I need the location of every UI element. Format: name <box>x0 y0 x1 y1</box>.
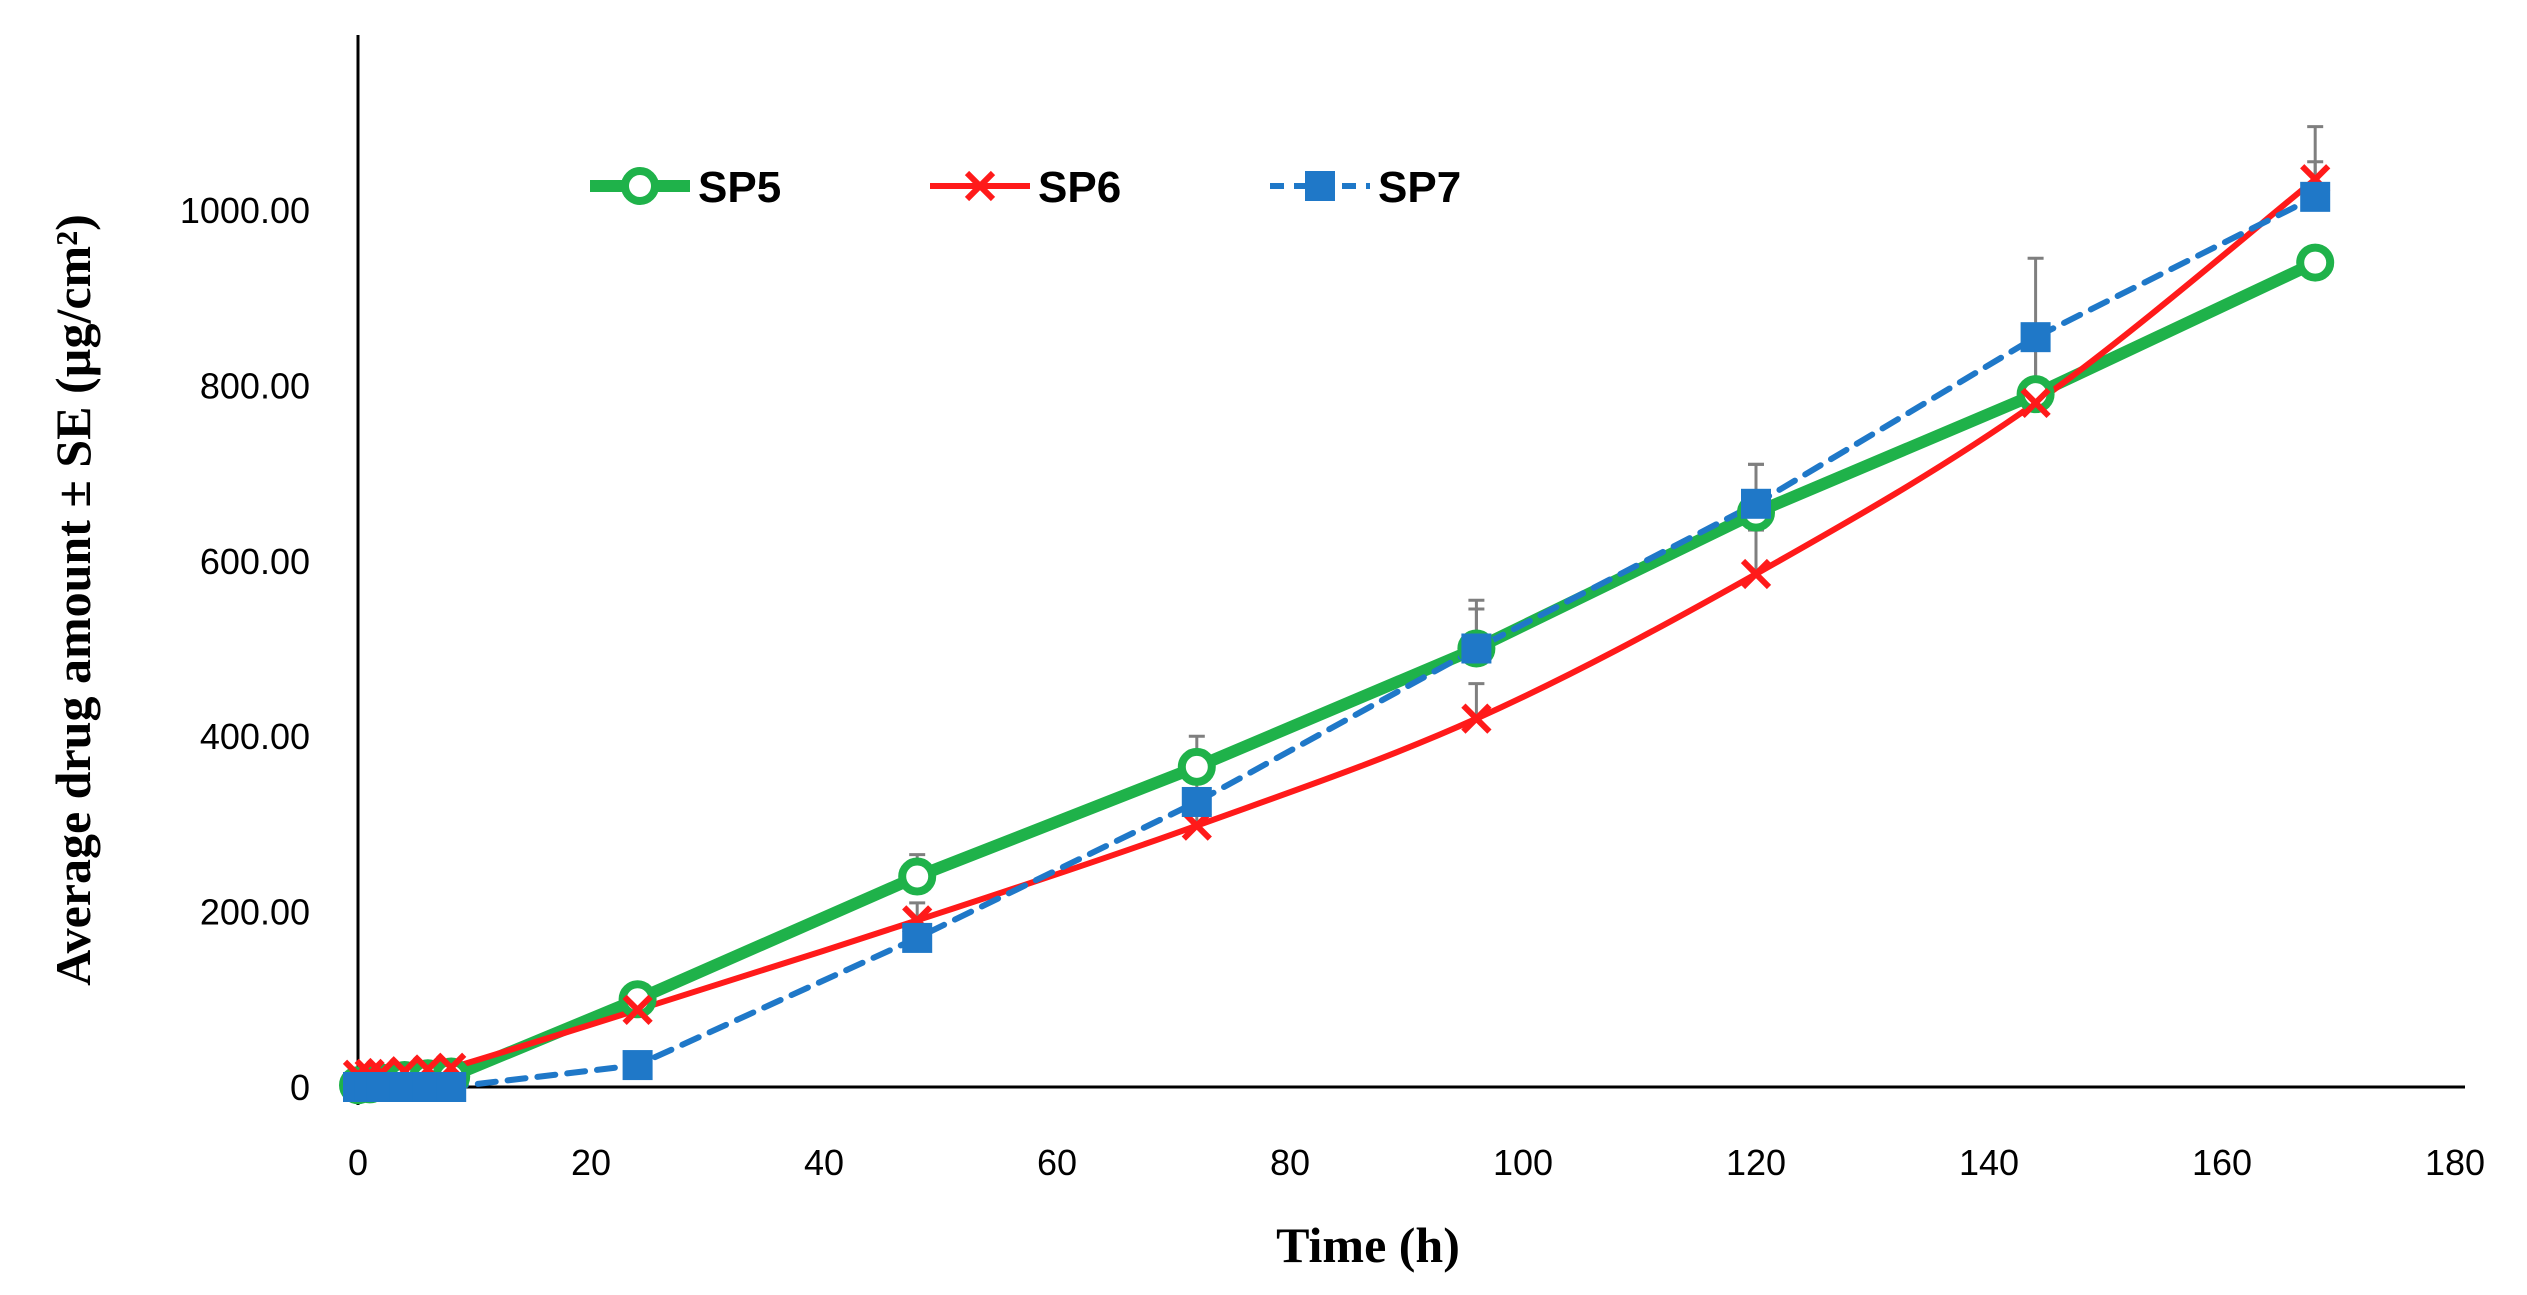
y-tick-label: 800.00 <box>200 365 310 406</box>
x-tick-label: 40 <box>804 1142 844 1183</box>
sp7-marker <box>2300 181 2331 212</box>
error-bars <box>629 125 2324 1066</box>
sp5-marker <box>898 857 937 896</box>
y-tick-label: 400.00 <box>200 716 310 757</box>
y-tick-label: 1000.00 <box>180 190 310 231</box>
series-lines <box>352 176 2322 1092</box>
sp7-marker <box>2020 322 2051 353</box>
sp6-marker <box>1461 703 1492 734</box>
legend-sp5-marker <box>621 167 659 205</box>
x-tick-label: 80 <box>1270 1142 1310 1183</box>
sp7-marker <box>1741 488 1771 519</box>
x-tick-label: 120 <box>1726 1142 1786 1183</box>
sp7-marker <box>436 1072 467 1102</box>
y-tick-label: 200.00 <box>200 892 310 933</box>
x-axis-title: Time (h) <box>1276 1217 1460 1273</box>
x-tick-label: 60 <box>1037 1142 1077 1183</box>
sp7-marker <box>902 922 933 953</box>
legend-sp6-label: SP6 <box>1038 163 1121 212</box>
sp7-marker <box>622 1050 653 1081</box>
x-tick-label: 180 <box>2425 1142 2485 1183</box>
x-tick-label: 0 <box>348 1142 368 1183</box>
series-markers <box>339 164 2335 1105</box>
legend-sp7-label: SP7 <box>1378 163 1461 212</box>
x-axis-ticks: 0 20 40 60 80 100 120 140 160 180 <box>348 1142 2485 1183</box>
sp7-marker <box>1181 786 1212 817</box>
sp6-line <box>355 176 2319 1078</box>
sp6-marker <box>2020 387 2051 419</box>
legend-sp6-marker <box>964 170 996 202</box>
sp6-marker <box>1740 558 1772 590</box>
sp6-marker <box>622 994 653 1025</box>
x-tick-label: 160 <box>2192 1142 2252 1183</box>
y-axis-ticks: 0 200.00 400.00 600.00 800.00 1000.00 <box>180 190 310 1108</box>
x-tick-label: 140 <box>1959 1142 2019 1183</box>
legend: SP5 SP6 SP7 <box>590 163 1461 212</box>
y-axis-title: Average drug amount ± SE (µg/cm²) <box>45 214 101 986</box>
legend-sp7-marker <box>1305 171 1335 201</box>
y-tick-label: 600.00 <box>200 541 310 582</box>
legend-sp5-label: SP5 <box>698 163 781 212</box>
x-tick-label: 100 <box>1493 1142 1553 1183</box>
x-tick-label: 20 <box>571 1142 611 1183</box>
sp5-marker <box>1177 747 1216 786</box>
sp5-marker <box>2296 243 2335 282</box>
sp5-marker <box>2016 375 2055 414</box>
sp6-marker <box>1181 810 1212 841</box>
axes <box>356 35 2465 1105</box>
y-tick-label: 0 <box>290 1067 310 1108</box>
sp7-marker <box>1461 633 1492 664</box>
sp5-marker <box>618 980 657 1019</box>
